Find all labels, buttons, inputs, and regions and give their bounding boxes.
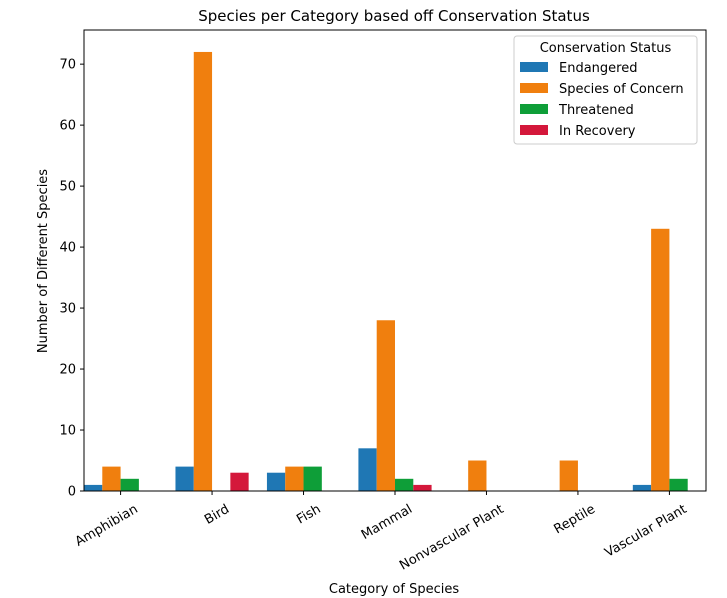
bar bbox=[669, 478, 688, 491]
bar bbox=[266, 472, 286, 491]
legend: Conservation Status Endangered Species of … bbox=[513, 35, 698, 145]
chart-title: Species per Category based off Conservat… bbox=[198, 7, 590, 25]
bar bbox=[230, 472, 249, 491]
y-tick-label: 30 bbox=[59, 302, 76, 317]
y-tick-label: 20 bbox=[59, 363, 76, 378]
bar bbox=[102, 466, 121, 491]
legend-label: Species of Concern bbox=[559, 82, 684, 97]
legend-label: Endangered bbox=[559, 61, 637, 76]
y-tick-label: 50 bbox=[59, 180, 76, 195]
bar bbox=[632, 484, 652, 491]
bars-layer bbox=[84, 51, 688, 491]
bar bbox=[413, 484, 432, 491]
bar bbox=[358, 448, 377, 491]
bar bbox=[651, 228, 670, 491]
bar bbox=[84, 484, 103, 491]
y-tick-label: 70 bbox=[59, 58, 76, 73]
legend-swatch bbox=[520, 83, 548, 93]
x-axis-label: Category of Species bbox=[329, 582, 459, 597]
bar bbox=[468, 460, 487, 491]
bar bbox=[175, 466, 194, 491]
y-tick-label: 10 bbox=[59, 424, 76, 439]
legend-box bbox=[513, 35, 698, 145]
y-tick-label: 0 bbox=[68, 485, 76, 500]
legend-swatch bbox=[520, 125, 548, 135]
legend-swatch bbox=[520, 62, 548, 72]
bar bbox=[559, 460, 578, 491]
y-tick-label: 60 bbox=[59, 119, 76, 134]
bar bbox=[120, 478, 139, 491]
bar bbox=[285, 466, 304, 491]
bar bbox=[193, 51, 213, 491]
bar bbox=[303, 466, 322, 491]
y-tick-label: 40 bbox=[59, 241, 76, 256]
legend-title: Conservation Status bbox=[540, 41, 672, 56]
bar bbox=[395, 478, 414, 491]
legend-label: Threatened bbox=[558, 103, 634, 118]
legend-swatch bbox=[520, 104, 548, 114]
bar bbox=[376, 320, 395, 491]
legend-label: In Recovery bbox=[559, 124, 636, 139]
y-axis-label: Number of Different Species bbox=[36, 169, 51, 353]
